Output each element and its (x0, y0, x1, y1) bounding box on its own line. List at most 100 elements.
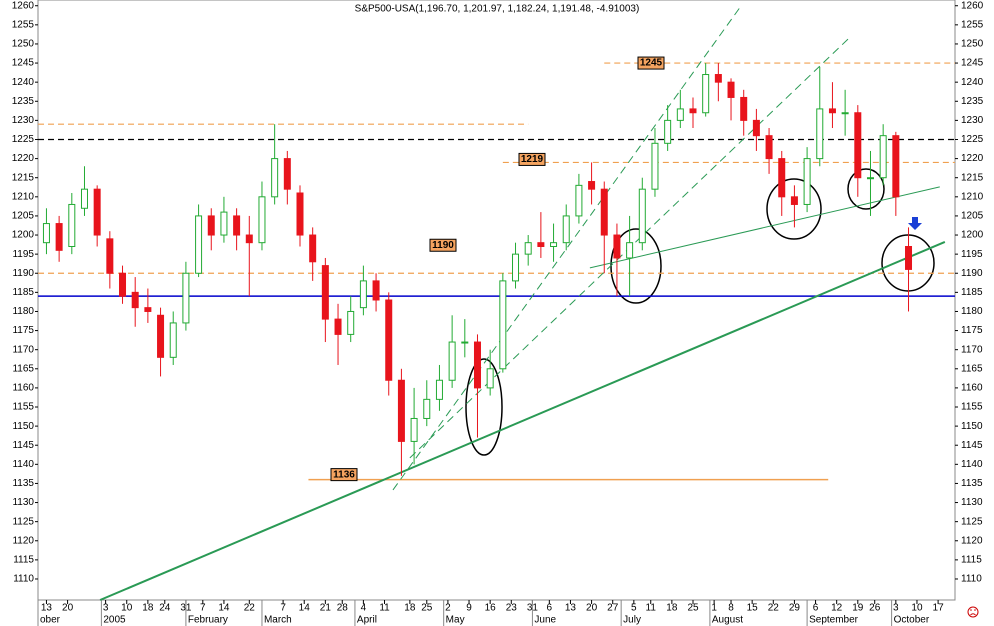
y-tick-label: 1215 (12, 172, 35, 183)
x-tick-label: 29 (789, 603, 801, 614)
candle-body (550, 242, 558, 247)
candle-body (689, 108, 697, 114)
candle-body (740, 96, 748, 121)
level-label-box (518, 152, 546, 166)
y-tick-label: 1225 (12, 134, 35, 145)
x-tick-label: 18 (142, 603, 154, 614)
month-label: 2005 (103, 615, 126, 626)
annotation-ellipses (465, 168, 935, 456)
y-tick-label: 1145 (961, 440, 983, 451)
candle-body (524, 242, 532, 255)
y-tick-label: 1250 (961, 39, 984, 50)
x-tick-label: 12 (831, 603, 843, 614)
y-tick-label: 1240 (12, 77, 35, 88)
candle-body (93, 188, 101, 236)
candle-body (841, 112, 849, 115)
y-tick-label: 1240 (961, 77, 984, 88)
y-tick-label: 1110 (13, 574, 34, 585)
y-tick-label: 1115 (961, 555, 982, 566)
x-tick-label: 7 (200, 603, 206, 614)
x-tick-label: 15 (747, 603, 759, 614)
x-tick-label: 20 (586, 603, 598, 614)
y-tick-label: 1255 (961, 19, 984, 30)
candle-body (68, 203, 76, 247)
candle-body (119, 272, 127, 297)
candle-body (702, 74, 710, 114)
x-tick-label: 14 (218, 603, 230, 614)
candle-body (448, 341, 456, 381)
candle-body (778, 158, 786, 198)
x-tick-label: 22 (768, 603, 780, 614)
y-tick-label: 1185 (961, 287, 983, 298)
level-label: 1136 (333, 469, 355, 480)
y-tick-label: 1195 (12, 249, 34, 260)
y-tick-label: 1135 (961, 478, 983, 489)
candle-body (461, 341, 469, 344)
candle-body (283, 158, 291, 190)
candle-body (575, 184, 583, 217)
y-tick-label: 1180 (12, 306, 34, 317)
x-tick-label: 13 (41, 603, 53, 614)
x-tick-label: 2 (445, 603, 451, 614)
candle-body (828, 108, 836, 114)
y-tick-label: 1255 (12, 19, 35, 30)
trendline (392, 4, 743, 491)
month-label: ober (40, 615, 61, 626)
candle-body (423, 398, 431, 419)
y-tick-label: 1120 (961, 535, 983, 546)
candle-body (309, 234, 317, 263)
candle-body (816, 108, 824, 160)
candle-body (55, 223, 63, 251)
x-tick-label: 19 (852, 603, 864, 614)
x-tick-label: 8 (728, 603, 734, 614)
x-tick-label: 22 (244, 603, 256, 614)
y-tick-label: 1115 (13, 555, 34, 566)
candle-body (854, 112, 862, 179)
x-tick-label: 26 (869, 603, 881, 614)
x-tick-label: 25 (421, 603, 433, 614)
y-tick-label: 1205 (12, 211, 35, 222)
arrow (908, 217, 922, 230)
ellipse (881, 234, 935, 292)
y-tick-label: 1220 (961, 153, 984, 164)
level-label-box (330, 468, 358, 482)
candle-body (385, 299, 393, 381)
y-tick-label: 1155 (12, 402, 34, 413)
candle-body (664, 119, 672, 144)
ellipse (465, 358, 503, 456)
x-tick-label: 10 (911, 603, 923, 614)
candle-body (765, 135, 773, 160)
y-tick-label: 1150 (12, 421, 34, 432)
candle-body (131, 291, 139, 309)
y-tick-label: 1190 (12, 268, 34, 279)
candle-body (651, 142, 659, 190)
y-tick-label: 1235 (961, 96, 984, 107)
x-tick-label: 13 (565, 603, 577, 614)
candle-body (562, 215, 570, 244)
candle-body (676, 108, 684, 121)
y-tick-label: 1245 (961, 58, 984, 69)
candle-body (537, 242, 545, 247)
y-tick-label: 1150 (961, 421, 983, 432)
y-tick-label: 1120 (12, 535, 34, 546)
x-tick-label: 21 (320, 603, 332, 614)
x-tick-label: 17 (933, 603, 945, 614)
y-tick-label: 1125 (961, 516, 983, 527)
month-label: May (446, 615, 465, 626)
y-tick-label: 1155 (961, 402, 983, 413)
candle-body (486, 368, 494, 389)
candle-body (790, 196, 798, 205)
month-label: March (264, 615, 292, 626)
frown-icon (967, 606, 979, 618)
candle-body (42, 223, 50, 244)
level-label-box (637, 56, 665, 70)
x-tick-label: 5 (631, 603, 637, 614)
y-tick-label: 1205 (961, 211, 984, 222)
candle-body (144, 307, 152, 312)
trendline (99, 240, 946, 601)
y-tick-label: 1230 (961, 115, 984, 126)
x-tick-label: 28 (337, 603, 349, 614)
y-tick-label: 1170 (12, 344, 34, 355)
candle-body (638, 188, 646, 244)
